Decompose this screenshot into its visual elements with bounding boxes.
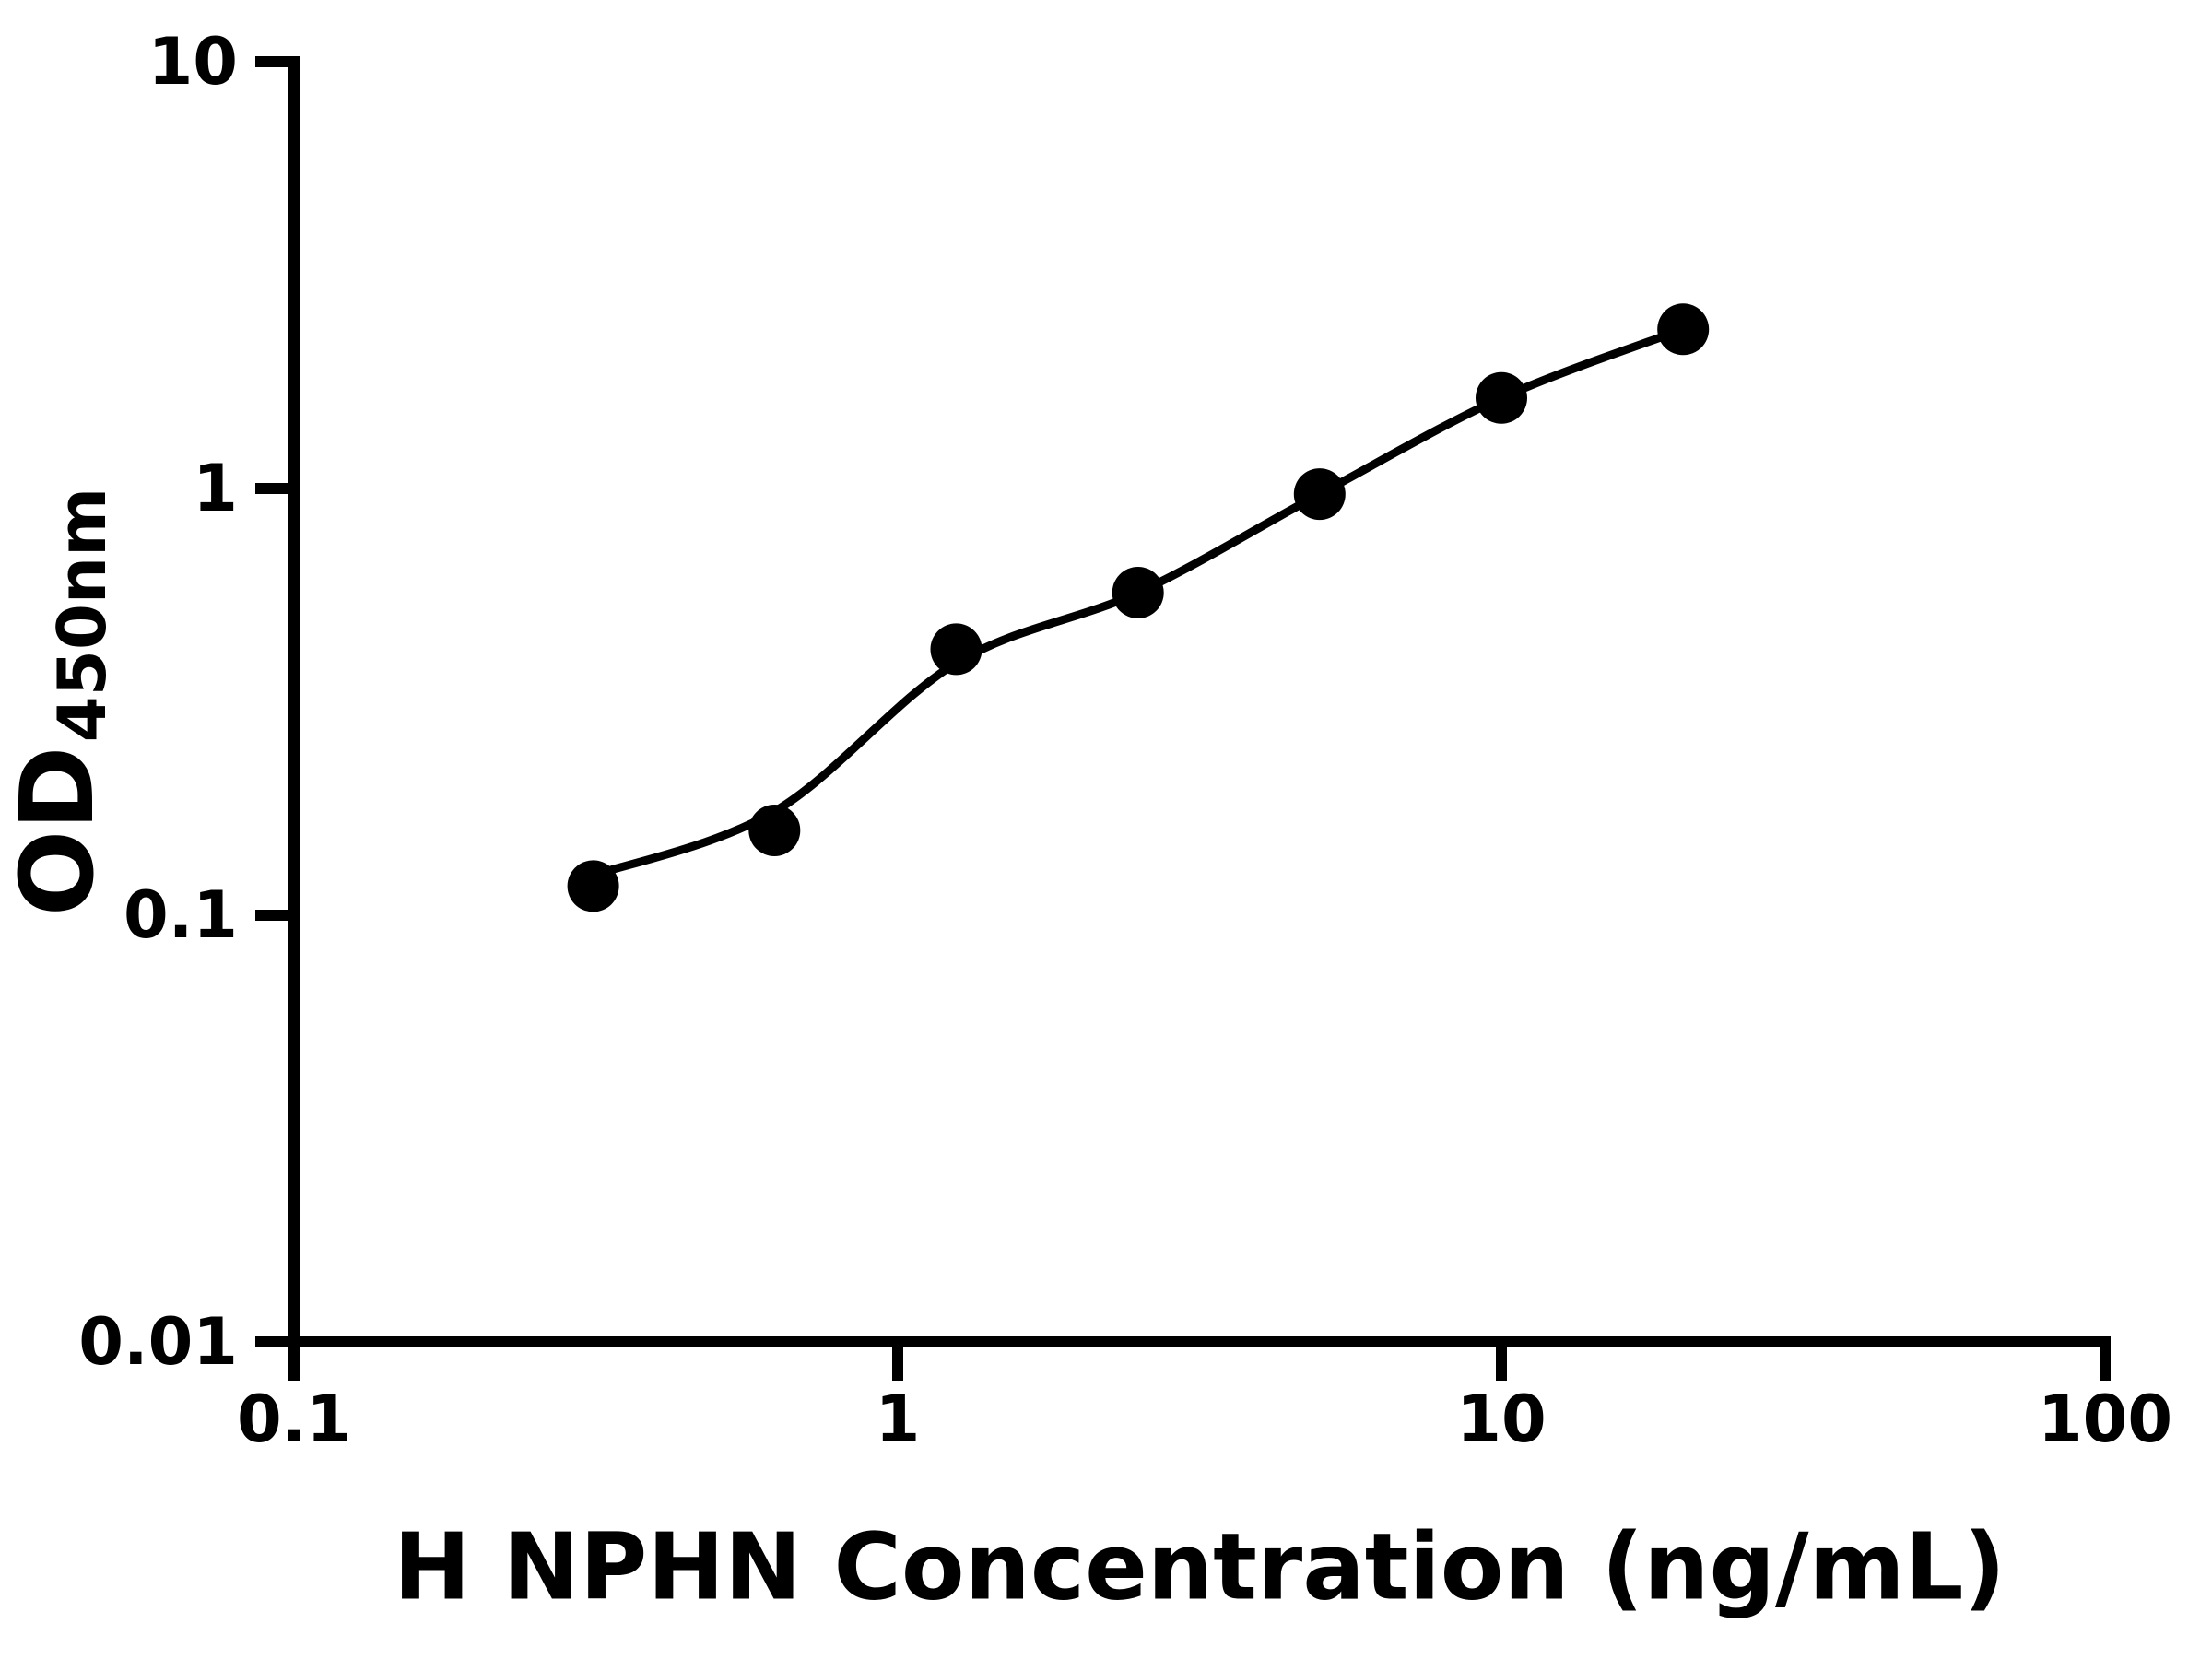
data-point <box>1657 303 1710 356</box>
x-tick-label-100: 100 <box>2038 1382 2172 1457</box>
x-tick-label-10: 10 <box>1456 1382 1546 1457</box>
y-axis-title-subscript: 450nm <box>43 488 121 743</box>
y-axis-title: OD450nm <box>0 488 121 916</box>
data-point <box>1476 371 1527 424</box>
x-axis-title: H NPHN Concentration (ng/mL) <box>394 1513 2006 1621</box>
x-tick-label-0-1: 0.1 <box>237 1382 351 1457</box>
y-tick-label-1: 1 <box>193 451 238 526</box>
x-axis-ticks <box>288 1342 2111 1381</box>
y-axis-title-main: OD <box>0 746 116 916</box>
x-tick-label-1: 1 <box>876 1382 921 1457</box>
y-axis-ticks <box>255 56 294 1347</box>
y-tick-label-0-01: 0.01 <box>78 1304 238 1380</box>
data-points <box>567 303 1710 912</box>
y-tick-label-0-1: 0.1 <box>124 877 238 953</box>
y-tick-labels: 10 1 0.1 0.01 <box>78 24 238 1380</box>
x-tick-labels: 0.1 1 10 100 <box>237 1382 2172 1457</box>
data-point <box>930 623 982 676</box>
data-point <box>1293 468 1346 521</box>
data-point <box>567 860 619 912</box>
x-axis: 0.1 1 10 100 <box>237 1336 2172 1457</box>
data-point <box>748 805 801 856</box>
data-point <box>1112 567 1164 618</box>
y-axis: 10 1 0.1 0.01 <box>78 24 300 1380</box>
y-tick-label-10: 10 <box>148 24 238 100</box>
